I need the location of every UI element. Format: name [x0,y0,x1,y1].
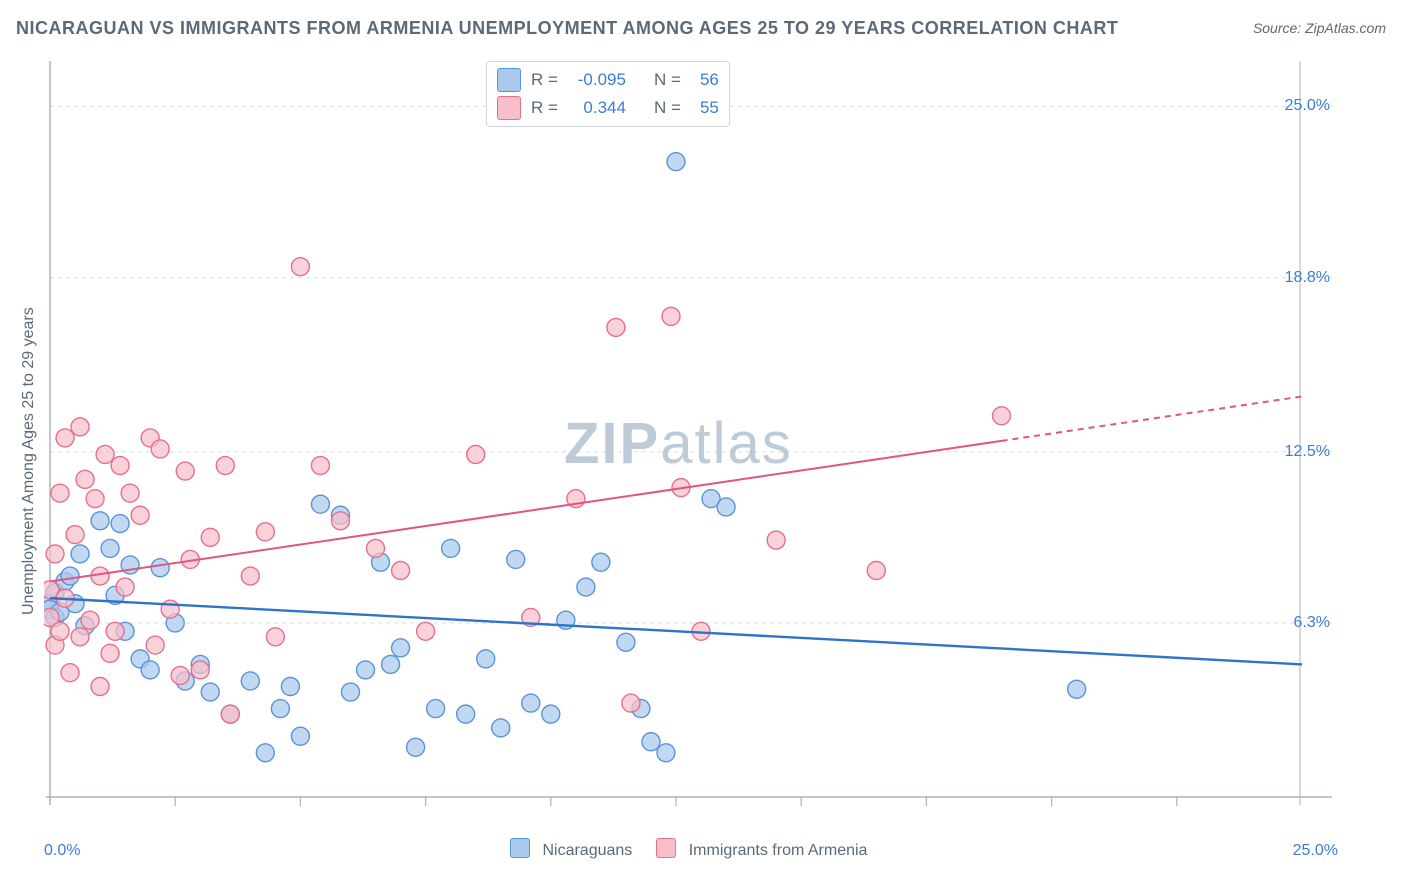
legend-item-armenia: Immigrants from Armenia [656,838,867,860]
stat-r-label: R = [531,70,558,90]
chart-svg [44,55,1334,815]
stat-row-0: R = -0.095 N = 56 [497,66,719,94]
stat-swatch [497,96,521,120]
x-axis-min-label: 0.0% [44,842,80,860]
stats-legend-box: R = -0.095 N = 56 R = 0.344 N = 55 [486,61,730,127]
legend-swatch-armenia [656,838,676,858]
stat-n-label: N = [654,70,681,90]
stat-swatch [497,68,521,92]
y-tick-label: 25.0% [1285,97,1330,115]
correlation-chart: ZIPatlas Unemployment Among Ages 25 to 2… [44,55,1334,815]
source-attribution: Source: ZipAtlas.com [1253,20,1386,36]
y-tick-label: 18.8% [1285,269,1330,287]
chart-title: NICARAGUAN VS IMMIGRANTS FROM ARMENIA UN… [16,18,1118,39]
stat-n-value: 55 [691,98,719,118]
legend-item-nicaraguans: Nicaraguans [510,838,632,860]
stat-n-label: N = [654,98,681,118]
stat-r-label: R = [531,98,558,118]
stat-r-value: 0.344 [568,98,626,118]
stat-row-1: R = 0.344 N = 55 [497,94,719,122]
stat-r-value: -0.095 [568,70,626,90]
legend-label-armenia: Immigrants from Armenia [689,842,868,859]
bottom-legend: Nicaraguans Immigrants from Armenia [510,838,867,860]
legend-label-nicaraguans: Nicaraguans [542,842,632,859]
legend-swatch-nicaraguans [510,838,530,858]
y-axis-label: Unemployment Among Ages 25 to 29 years [20,307,38,615]
y-tick-label: 6.3% [1294,614,1330,632]
x-axis-max-label: 25.0% [1293,842,1338,860]
y-tick-label: 12.5% [1285,443,1330,461]
stat-n-value: 56 [691,70,719,90]
